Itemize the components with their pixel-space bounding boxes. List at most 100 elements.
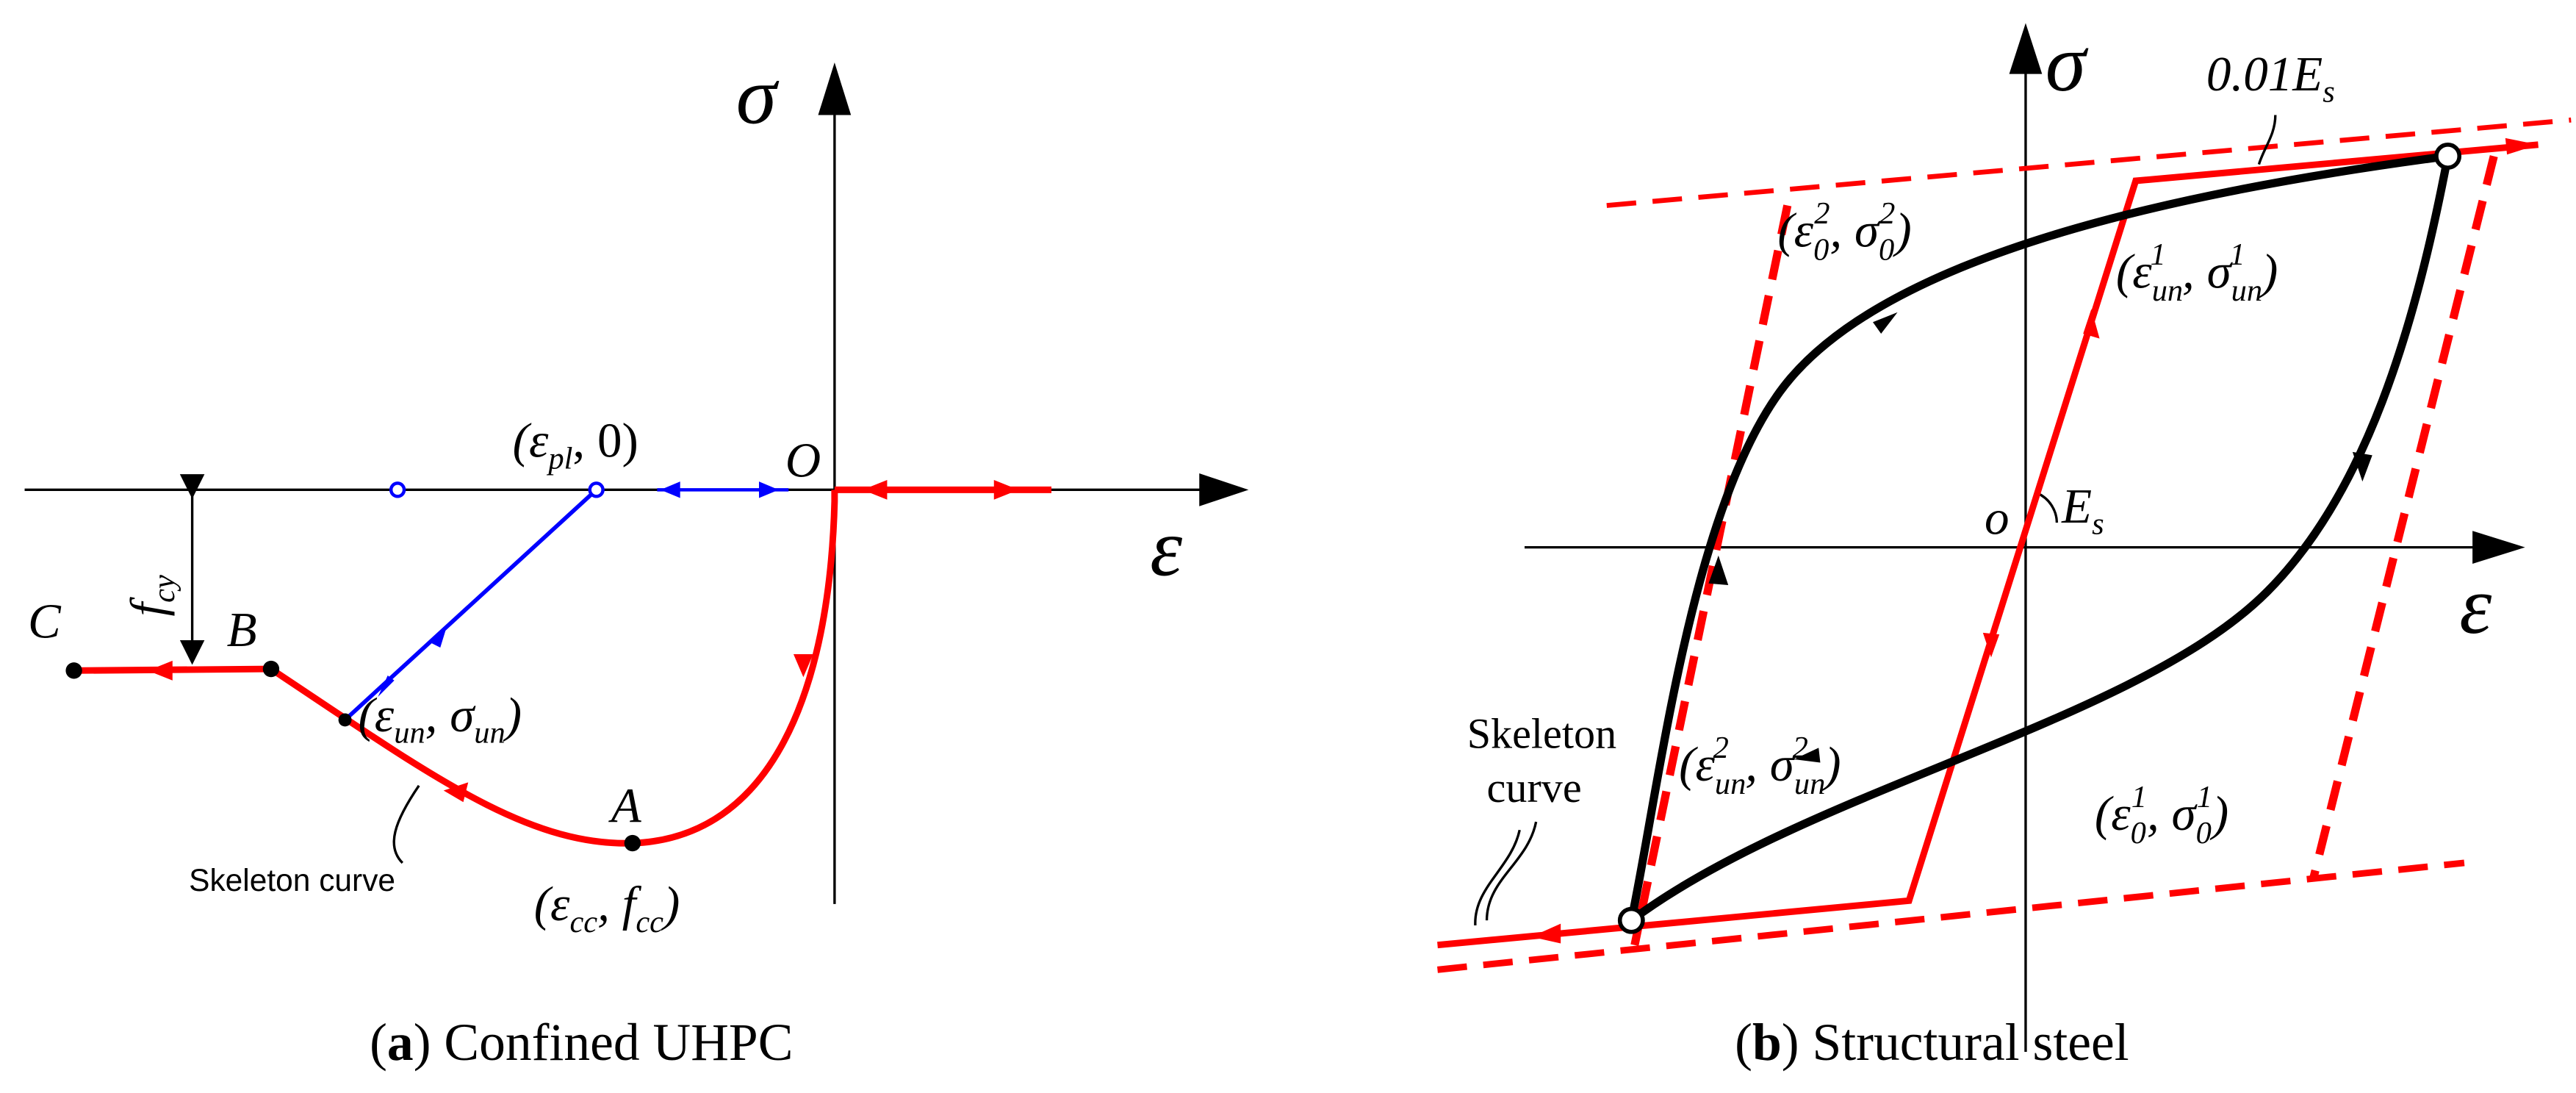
t: b: [1752, 1014, 1782, 1072]
unload-line: [343, 488, 598, 722]
point: [65, 662, 82, 679]
t: 1: [2150, 237, 2165, 272]
t: s: [2092, 507, 2104, 542]
point-a: A: [608, 778, 642, 833]
t: E: [2061, 479, 2092, 534]
eps0-1: (ε01, σ01): [2095, 780, 2228, 850]
t: , σ: [2182, 243, 2234, 298]
point: [588, 481, 605, 498]
t: (ε: [2095, 786, 2131, 841]
t: , σ: [1830, 202, 1881, 257]
t: cy: [147, 575, 181, 603]
epsun-2: (εun2, σun2): [1679, 731, 1841, 801]
t: (ε: [534, 876, 570, 931]
panel-b: σ ε o Es 0.01Es (ε02, σ02) (εun1, σun1) …: [1437, 18, 2572, 1072]
eps-cc: (εcc, fcc): [534, 876, 680, 939]
t: 2: [1879, 196, 1895, 231]
skeleton-label: Skeleton curve: [189, 864, 395, 898]
t: ): [2209, 786, 2228, 841]
t: 0: [2196, 816, 2212, 850]
arrow: [2009, 23, 2043, 74]
t: un: [474, 716, 505, 750]
t: cc: [636, 905, 663, 939]
point: [389, 481, 406, 498]
arrow: [818, 62, 852, 115]
arrow: [1199, 473, 1249, 506]
fcy-label: fcy: [120, 575, 181, 616]
sigma: σ: [736, 51, 780, 142]
epsilon: ε: [2459, 560, 2492, 651]
origin: O: [785, 432, 821, 487]
t: 0: [1813, 232, 1829, 267]
t: (ε: [358, 687, 394, 742]
t: pl: [546, 441, 572, 476]
t: un: [2231, 273, 2262, 308]
point: [338, 713, 352, 727]
t: a: [387, 1014, 414, 1072]
leader: [1474, 821, 1538, 925]
t: ): [1892, 202, 1911, 257]
t: un: [2152, 273, 2183, 308]
point: [262, 660, 280, 678]
eps-pl: (εpl, 0): [513, 413, 638, 476]
t: (ε: [1679, 737, 1715, 792]
t: (ε: [2116, 243, 2152, 298]
caption-b: (b) Structural steel: [1735, 1014, 2129, 1072]
t: (: [1735, 1014, 1752, 1072]
eps-un: (εun, σun): [358, 687, 522, 750]
t: 2: [1713, 731, 1729, 765]
caption-a: (a) Confined UHPC: [370, 1014, 793, 1072]
t: 2: [1814, 196, 1830, 231]
t: ): [661, 876, 680, 931]
origin: o: [1985, 490, 2010, 545]
t: ): [503, 687, 522, 742]
t: ): [1821, 737, 1841, 792]
t: ) Structural steel: [1782, 1014, 2129, 1072]
t: (ε: [513, 413, 549, 468]
t: , σ: [2147, 786, 2198, 841]
t: un: [1715, 767, 1746, 801]
t: ) Confined UHPC: [414, 1014, 794, 1072]
t: (ε: [1777, 202, 1813, 257]
t: un: [394, 716, 425, 750]
t: s: [2323, 75, 2335, 110]
skeleton-label: curve: [1487, 764, 1582, 811]
t: , f: [597, 876, 642, 931]
loading-path: [1627, 151, 2449, 922]
arrowheads: [148, 479, 1019, 803]
epsun-1: (εun1, σun1): [2116, 237, 2278, 308]
panel-a: σ ε O fcy A B C (εpl, 0) (εun, σun) (εcc…: [24, 51, 1249, 1072]
t: 1: [2131, 780, 2147, 814]
t: , σ: [425, 687, 477, 742]
t: , 0): [572, 413, 638, 468]
bounds: [1437, 117, 2572, 973]
eps0-2: (ε02, σ02): [1777, 196, 1911, 267]
t: 0: [2131, 816, 2146, 850]
epsilon: ε: [1150, 503, 1182, 594]
angle: [2036, 492, 2059, 523]
es: Es: [2061, 479, 2104, 542]
leader: [2257, 115, 2277, 165]
point: [1617, 906, 1645, 934]
point: [624, 834, 641, 852]
t: 2: [1793, 731, 1808, 765]
t: 0: [1879, 232, 1894, 267]
t: , σ: [1745, 737, 1796, 792]
slope-label: 0.01Es: [2206, 46, 2335, 110]
arrowheads: [1530, 137, 2539, 944]
t: un: [1794, 767, 1825, 801]
t: cc: [569, 905, 597, 939]
t: 0.01E: [2206, 46, 2323, 101]
skeleton-curve: [1437, 141, 2539, 949]
t: (: [370, 1014, 387, 1072]
arrowheads: [378, 481, 779, 698]
t: 1: [2197, 780, 2212, 814]
point-b: B: [227, 602, 257, 657]
leader: [392, 784, 420, 864]
unloading-path: [1628, 155, 2453, 924]
arrow: [2472, 531, 2525, 564]
point-c: C: [28, 594, 62, 649]
arrowheads: [1708, 312, 2372, 763]
skeleton-label: Skeleton: [1467, 709, 1616, 757]
